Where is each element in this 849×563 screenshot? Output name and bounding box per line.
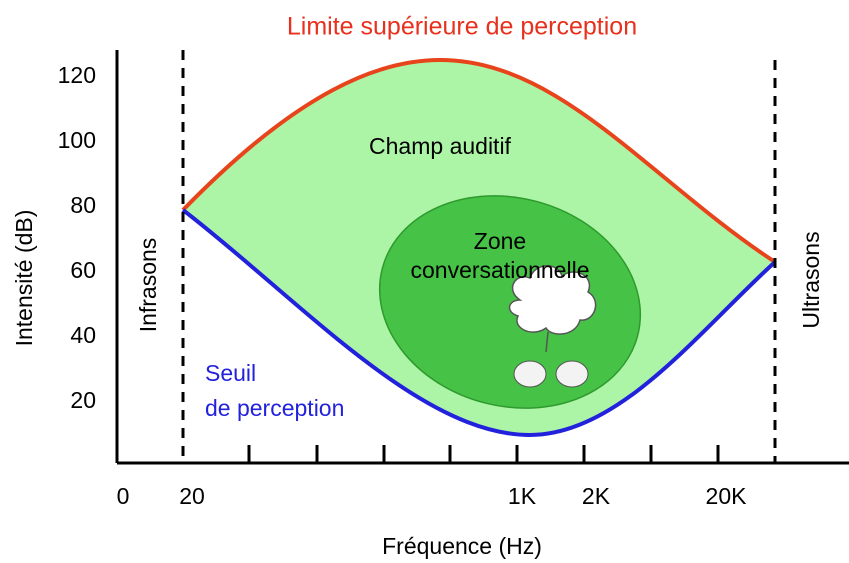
y-tick-label: 20	[70, 387, 96, 413]
y-tick-label: 100	[58, 127, 96, 153]
x-tick-label: 20K	[706, 483, 748, 509]
page: {"title": "Limite supérieure de percepti…	[0, 0, 849, 563]
x-tick-label: 20	[179, 483, 205, 509]
y-tick-label: 40	[70, 322, 96, 348]
y-tick-label: 80	[70, 192, 96, 218]
title: Limite supérieure de perception	[287, 13, 637, 41]
infrasons-label: Infrasons	[135, 238, 161, 333]
ultrasons-label: Ultrasons	[798, 231, 824, 328]
threshold-label: Seuil	[205, 360, 256, 386]
field-label: Champ auditif	[369, 133, 512, 159]
x-tick-label: 0	[117, 483, 130, 509]
x-tick-label: 2K	[582, 483, 611, 509]
y-tick-label: 120	[58, 62, 96, 88]
threshold-label: de perception	[205, 395, 344, 421]
x-tick-marks	[249, 445, 718, 463]
y-axis-label: Intensité (dB)	[11, 210, 37, 347]
x-axis-label: Fréquence (Hz)	[382, 533, 542, 559]
zone-label: Zone	[474, 228, 526, 254]
y-tick-label: 60	[70, 257, 96, 283]
x-tick-label: 1K	[508, 483, 537, 509]
diagram: Limite supérieure de perception 120 100 …	[0, 0, 849, 563]
zone-label: conversationnelle	[410, 257, 589, 283]
